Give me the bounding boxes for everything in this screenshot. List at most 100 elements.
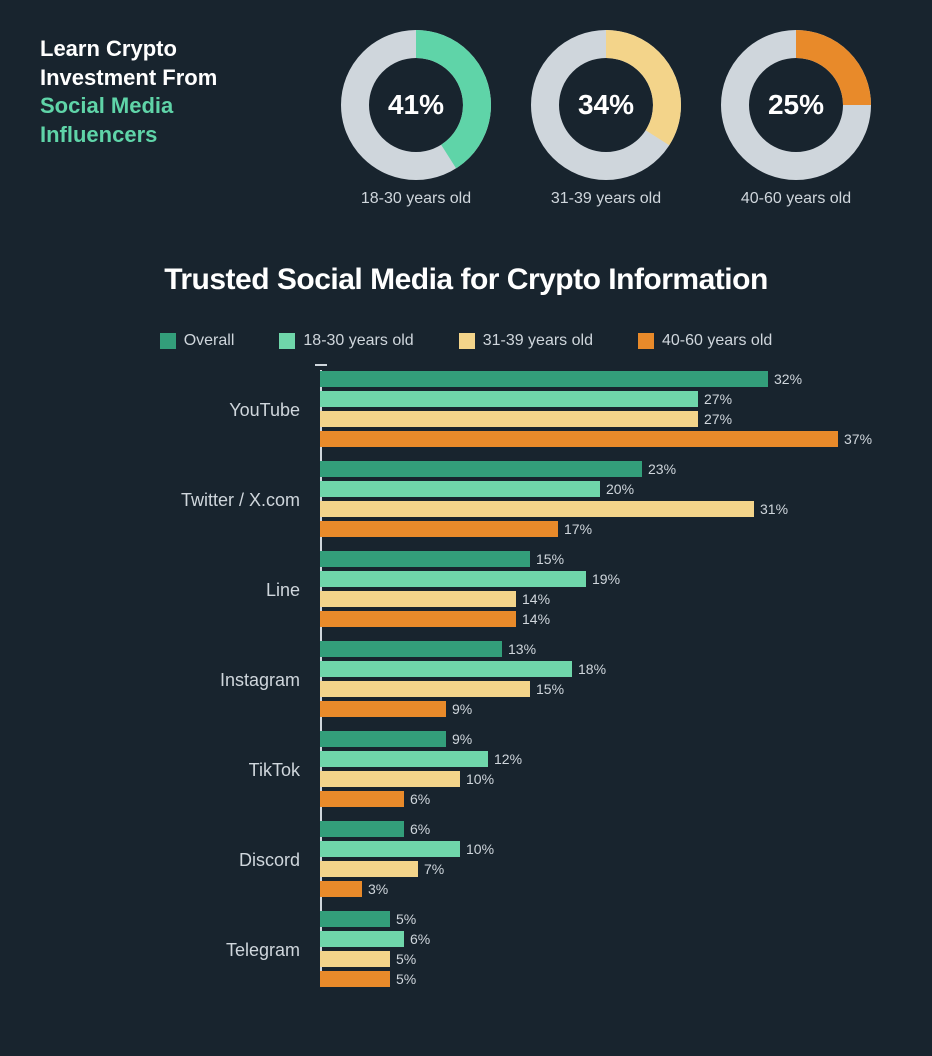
headline-accent-2: Influencers xyxy=(40,121,290,150)
bar-row: 6% xyxy=(320,820,494,838)
legend-item: 18-30 years old xyxy=(279,332,413,350)
chart-legend: Overall18-30 years old31-39 years old40-… xyxy=(40,332,892,350)
bar xyxy=(320,411,698,427)
legend-swatch xyxy=(160,333,176,349)
donut-wrap: 34% xyxy=(531,30,681,180)
bar-value-label: 14% xyxy=(522,611,550,627)
donut-label: 40-60 years old xyxy=(741,190,851,208)
bar xyxy=(320,701,446,717)
bar xyxy=(320,481,600,497)
bar xyxy=(320,971,390,987)
bar xyxy=(320,911,390,927)
infographic-root: Learn Crypto Investment From Social Medi… xyxy=(0,0,932,1020)
bars-stack: 32% 27% 27% 37% xyxy=(320,370,872,450)
legend-label: 18-30 years old xyxy=(303,332,413,350)
bars-stack: 5%6%5%5% xyxy=(320,910,430,990)
donut-wrap: 25% xyxy=(721,30,871,180)
bar-row: 5% xyxy=(320,970,430,988)
bar-value-label: 27% xyxy=(704,391,732,407)
bar-row: 7% xyxy=(320,860,494,878)
bar xyxy=(320,431,838,447)
bar-value-label: 20% xyxy=(606,481,634,497)
bar-value-label: 15% xyxy=(536,551,564,567)
headline-block: Learn Crypto Investment From Social Medi… xyxy=(40,30,290,149)
donut-charts: 41%18-30 years old34%31-39 years old25%4… xyxy=(320,30,892,208)
legend-label: 40-60 years old xyxy=(662,332,772,350)
platform-label: Line xyxy=(160,580,320,601)
bar-chart: YouTube32%27%27%37%Twitter / X.com23%20%… xyxy=(160,370,892,990)
donut-block: 34%31-39 years old xyxy=(531,30,681,208)
platform-group: Line15%19%14%14% xyxy=(160,550,892,630)
donut-value: 41% xyxy=(341,30,491,180)
bar xyxy=(320,821,404,837)
bar-value-label: 3% xyxy=(368,881,388,897)
donut-wrap: 41% xyxy=(341,30,491,180)
bar-row: 9% xyxy=(320,730,522,748)
bar-value-label: 23% xyxy=(648,461,676,477)
bar-value-label: 6% xyxy=(410,791,430,807)
bar-value-label: 5% xyxy=(396,971,416,987)
bar-row: 5% xyxy=(320,910,430,928)
bar-value-label: 10% xyxy=(466,841,494,857)
platform-group: Instagram13%18%15%9% xyxy=(160,640,892,720)
bar xyxy=(320,661,572,677)
bar xyxy=(320,931,404,947)
headline-accent-1: Social Media xyxy=(40,92,290,121)
bar xyxy=(320,771,460,787)
bar-value-label: 14% xyxy=(522,591,550,607)
bar xyxy=(320,461,642,477)
platform-label: TikTok xyxy=(160,760,320,781)
bar xyxy=(320,571,586,587)
platform-label: YouTube xyxy=(160,400,320,421)
bar-row: 27% xyxy=(320,390,872,408)
bar xyxy=(320,681,530,697)
legend-swatch xyxy=(459,333,475,349)
bar-value-label: 18% xyxy=(578,661,606,677)
bar-row: 12% xyxy=(320,750,522,768)
bar-row: 20% xyxy=(320,480,788,498)
legend-item: Overall xyxy=(160,332,235,350)
bar-row: 27% xyxy=(320,410,872,428)
bars-stack: 9% 12% 10% 6% xyxy=(320,730,522,810)
bar xyxy=(320,391,698,407)
bar-value-label: 9% xyxy=(452,701,472,717)
platform-label: Telegram xyxy=(160,940,320,961)
bar-row: 17% xyxy=(320,520,788,538)
legend-label: Overall xyxy=(184,332,235,350)
bar-row: 31% xyxy=(320,500,788,518)
bar-value-label: 15% xyxy=(536,681,564,697)
platform-group: Discord6% 10% 7% 3% xyxy=(160,820,892,900)
bar-row: 15% xyxy=(320,680,606,698)
bar xyxy=(320,641,502,657)
headline-line-2: Investment From xyxy=(40,64,290,93)
top-section: Learn Crypto Investment From Social Medi… xyxy=(40,30,892,208)
bar xyxy=(320,951,390,967)
platform-label: Instagram xyxy=(160,670,320,691)
bar xyxy=(320,611,516,627)
bar-row: 9% xyxy=(320,700,606,718)
bar-value-label: 32% xyxy=(774,371,802,387)
bar xyxy=(320,751,488,767)
bars-stack: 13%18%15%9% xyxy=(320,640,606,720)
platform-group: TikTok9% 12% 10% 6% xyxy=(160,730,892,810)
bar-row: 10% xyxy=(320,770,522,788)
bar-row: 18% xyxy=(320,660,606,678)
bar xyxy=(320,551,530,567)
bar-value-label: 17% xyxy=(564,521,592,537)
donut-value: 25% xyxy=(721,30,871,180)
bar-value-label: 27% xyxy=(704,411,732,427)
platform-group: Telegram5%6%5%5% xyxy=(160,910,892,990)
bars-stack: 6% 10% 7% 3% xyxy=(320,820,494,900)
legend-item: 40-60 years old xyxy=(638,332,772,350)
bar-row: 14% xyxy=(320,610,620,628)
donut-value: 34% xyxy=(531,30,681,180)
bar xyxy=(320,861,418,877)
bar xyxy=(320,881,362,897)
bar-value-label: 31% xyxy=(760,501,788,517)
bar-row: 6% xyxy=(320,930,430,948)
legend-swatch xyxy=(279,333,295,349)
platform-label: Discord xyxy=(160,850,320,871)
bar xyxy=(320,791,404,807)
bar xyxy=(320,501,754,517)
bar-value-label: 37% xyxy=(844,431,872,447)
